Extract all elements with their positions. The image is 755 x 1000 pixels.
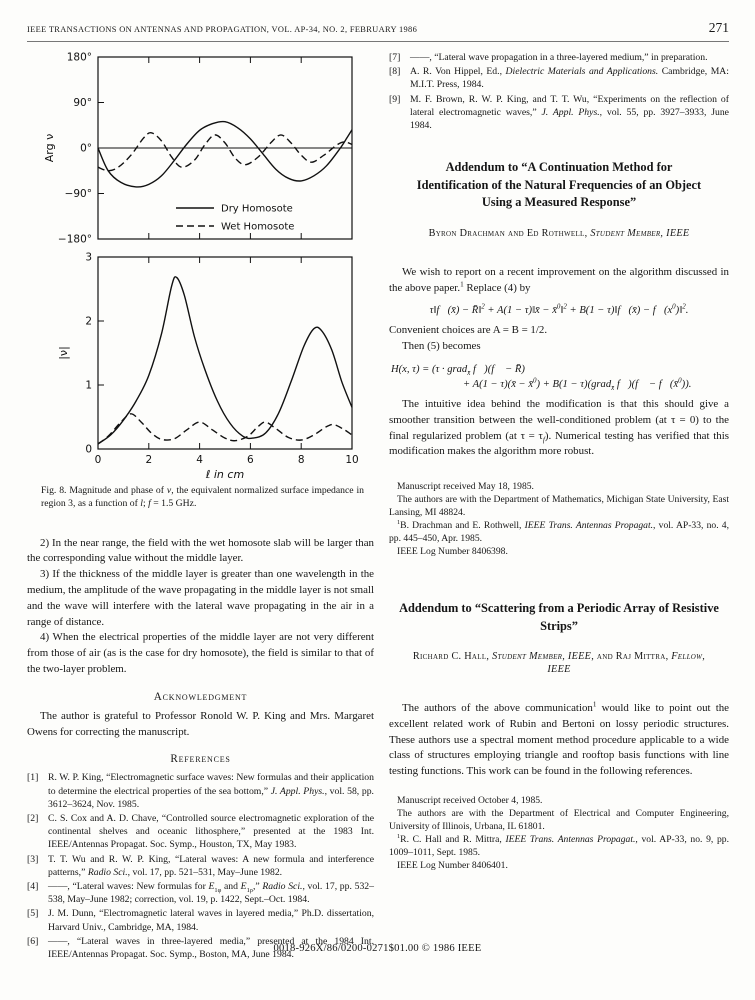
figure-caption: Fig. 8. Magnitude and phase of ν, the eq… [41, 485, 364, 509]
reference-label: [8] [389, 66, 401, 78]
addendum1-intro: We wish to report on a recent improvemen… [389, 265, 729, 294]
left-column: 180° 90° 0° −90° −180° Arg ν 3 2 1 0 |ν| 0 2 4 6 8 10 ℓ i… [27, 51, 374, 962]
footnote: The authors are with the Department of M… [389, 494, 729, 519]
footnote: Manuscript received May 18, 1985. [397, 481, 534, 493]
footnote: 1R. C. Hall and R. Mittra, IEEE Trans. A… [389, 832, 729, 859]
reference-item: [4] ——, “Lateral waves: New formulas for … [27, 880, 374, 906]
addendum2-body: The authors of the above communication1 … [389, 700, 729, 778]
body-paragraph: 4) When the electrical properties of the… [27, 631, 374, 675]
reference-label: [6] [27, 935, 39, 947]
y-tick-label: −180° [57, 234, 91, 246]
equation-5: H(x, τ) = (τ · gradx̄ f⃗)(f⃗ − R̄) + A(1… [391, 363, 729, 393]
series-wet-homosote [97, 413, 352, 445]
footnote: Manuscript received October 4, 1985. [397, 795, 543, 807]
legend-label: Dry Homosote [221, 204, 293, 215]
reference-item: [5] J. M. Dunn, “Electromagnetic lateral … [27, 908, 374, 933]
x-tick-label: 8 [297, 454, 304, 466]
reference-label: [1] [27, 772, 39, 784]
reference-label: [4] [27, 880, 39, 892]
body-paragraph: 2) In the near range, the field with the… [27, 536, 374, 565]
acknowledgment-heading: Acknowledgment [153, 690, 248, 703]
reference-label: [5] [27, 908, 39, 920]
reference-item: [6] ——, “Lateral waves in three-layered m… [27, 935, 374, 960]
chart-panel-1: 3 2 1 0 |ν| [57, 252, 353, 456]
footnote: 1B. Drachman and E. Rothwell, IEEE Trans… [389, 518, 729, 545]
footnote: IEEE Log Number 8406398. [397, 546, 508, 558]
addendum1-title: Addendum to “A Continuation Method for I… [416, 160, 702, 210]
y-tick-label: 3 [85, 252, 92, 264]
addendum1-authors: Byron Drachman and Ed Rothwell, Student … [428, 227, 690, 239]
reference-item: [8] A. R. Von Hippel, Ed., Dielectric Mat… [389, 66, 729, 91]
addendum2-footnotes: Manuscript received October 4, 1985. The… [389, 794, 729, 872]
reference-item: [2] C. S. Cox and A. D. Chave, “Controlle… [27, 812, 374, 851]
x-tick-label: 4 [196, 454, 203, 466]
x-tick-label: 0 [94, 454, 101, 466]
x-axis-label: ℓ in cm [204, 468, 243, 481]
y-tick-label: 0 [85, 444, 92, 456]
page-number: 271 [708, 20, 729, 35]
footnote: The authors are with the Department of E… [389, 808, 729, 833]
equation-4: τ‖f⃗(x̄) − R̄‖2 + A(1 − τ)‖x̄ − x̄0‖2 + … [429, 302, 689, 317]
addendum1-then: Then (5) becomes [402, 340, 481, 353]
y-tick-label: 90° [73, 97, 92, 109]
x-tick-label: 10 [345, 454, 358, 466]
reference-label: [9] [389, 93, 401, 105]
legend-label: Wet Homosote [221, 222, 294, 233]
y-tick-label: 1 [85, 380, 92, 392]
right-column: [7] ——, “Lateral wave propagation in a th… [389, 51, 729, 962]
series-dry-homosote [96, 120, 353, 188]
reference-label: [3] [27, 853, 39, 865]
figure-8: 180° 90° 0° −90° −180° Arg ν 3 2 1 0 |ν| 0 2 4 6 8 10 ℓ i… [27, 51, 374, 511]
reference-item: [9] M. F. Brown, R. W. P. King, and T. T.… [389, 93, 729, 132]
reference-item: [7] ——, “Lateral wave propagation in a th… [389, 52, 708, 63]
references-list-left: [1] R. W. P. King, “Electromagnetic surfa… [27, 771, 374, 961]
footnote: IEEE Log Number 8406401. [397, 860, 508, 872]
y-tick-label: −90° [64, 188, 91, 200]
reference-item: [3] T. T. Wu and R. W. P. King, “Lateral … [27, 853, 374, 878]
addendum2-title: Addendum to “Scattering from a Periodic … [399, 601, 719, 633]
addendum1-footnotes: Manuscript received May 18, 1985. The au… [389, 480, 729, 558]
reference-label: [7] [389, 52, 401, 63]
y-tick-label: 2 [85, 316, 92, 328]
references-list-right: [7] ——, “Lateral wave propagation in a th… [389, 51, 729, 132]
two-column-layout: 180° 90° 0° −90° −180° Arg ν 3 2 1 0 |ν| 0 2 4 6 8 10 ℓ i… [27, 51, 729, 962]
reference-item: [1] R. W. P. King, “Electromagnetic surfa… [27, 772, 374, 810]
y-axis-label: |ν| [57, 346, 70, 360]
page-header: IEEE TRANSACTIONS ON ANTENNAS AND PROPAG… [27, 20, 729, 42]
body-paragraph: 3) If the thickness of the middle layer … [27, 568, 374, 628]
references-heading: References [170, 753, 231, 766]
x-tick-label: 6 [247, 454, 254, 466]
acknowledgment-text: The author is grateful to Professor Rono… [27, 709, 374, 738]
addendum2-authors: Richard C. Hall, Student Member, IEEE, a… [412, 651, 706, 676]
series-dry-homosote [97, 276, 353, 445]
footer-copyright: 0018-926X/86/0200-0271$01.00 © 1986 IEEE [273, 943, 482, 954]
journal-title: IEEE TRANSACTIONS ON ANTENNAS AND PROPAG… [27, 25, 418, 34]
addendum1-choices: Convenient choices are A = B = 1/2. [389, 324, 548, 337]
addendum1-discussion: The intuitive idea behind the modificati… [389, 397, 729, 458]
y-tick-label: 0° [80, 143, 92, 155]
reference-label: [2] [27, 812, 39, 824]
equation-5-line2: + A(1 − τ)(x̄ − x̄0) + B(1 − τ)(gradx̄ f… [463, 376, 692, 393]
equation-5-line1: H(x, τ) = (τ · gradx̄ f⃗)(f⃗ − R̄) [391, 363, 525, 378]
y-axis-label: Arg ν [43, 134, 56, 162]
x-tick-label: 2 [145, 454, 152, 466]
y-tick-label: 180° [66, 52, 91, 64]
panel-frame [96, 256, 353, 450]
series-wet-homosote [97, 132, 352, 172]
chart-panel-0: 180° 90° 0° −90° −180° Arg ν [43, 52, 353, 246]
